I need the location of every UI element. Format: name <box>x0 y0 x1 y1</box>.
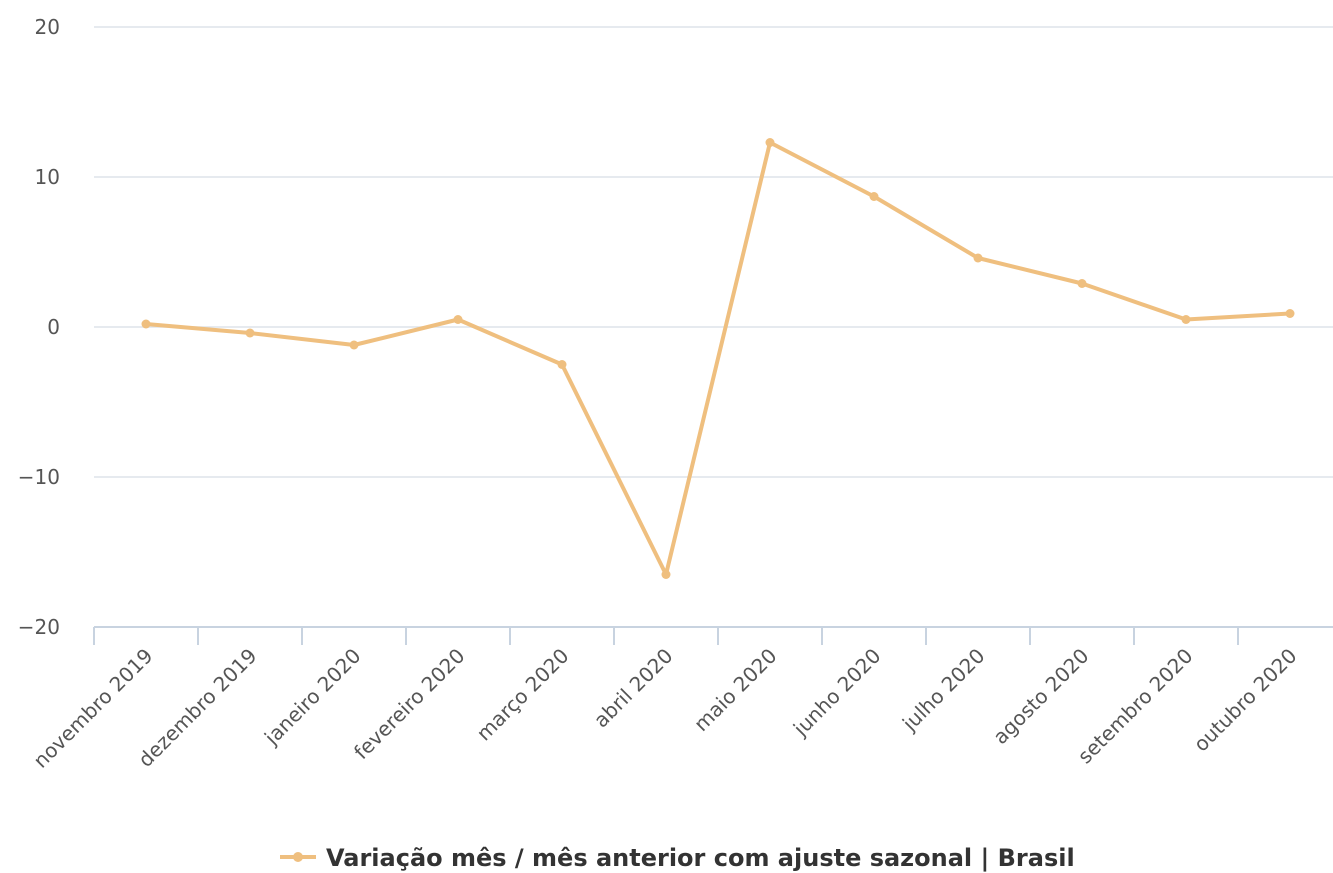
x-tick-label: maio 2020 <box>689 644 781 736</box>
x-tick-label: abril 2020 <box>589 644 678 733</box>
line <box>145 140 1291 577</box>
point <box>453 315 463 324</box>
point <box>661 570 671 579</box>
x-tick-label: julho 2020 <box>897 644 990 737</box>
point <box>245 328 255 338</box>
y-tick-label: 20 <box>35 15 60 39</box>
x-tick-label: outubro 2020 <box>1189 644 1302 757</box>
point <box>1077 279 1087 288</box>
y-tick-label: −20 <box>18 615 60 639</box>
y-tick-label: 10 <box>35 165 60 189</box>
x-tick-label: fevereiro 2020 <box>349 644 469 764</box>
legend-label: Variação mês / mês anterior com ajuste s… <box>326 844 1075 872</box>
x-tick-label: janeiro 2020 <box>259 644 366 751</box>
point <box>765 138 775 147</box>
point <box>557 360 567 369</box>
x-tick-label: agosto 2020 <box>988 644 1093 749</box>
y-tick-label: −10 <box>18 465 60 489</box>
x-tick-label: junho 2020 <box>788 644 886 742</box>
y-tick-label: 0 <box>47 315 60 339</box>
x-tick-label: março 2020 <box>472 644 574 746</box>
point <box>1181 315 1191 324</box>
point <box>973 253 983 263</box>
point <box>141 319 151 329</box>
legend-symbol-point <box>293 852 303 862</box>
point <box>1285 309 1295 318</box>
point <box>349 340 359 350</box>
point <box>869 192 879 201</box>
